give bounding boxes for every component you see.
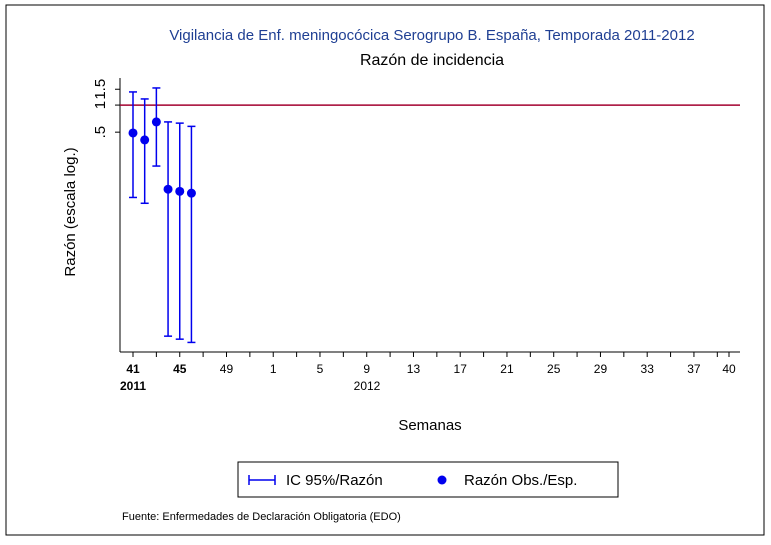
point bbox=[128, 128, 138, 138]
x-tick-label: 21 bbox=[500, 362, 514, 376]
error-bar bbox=[129, 91, 137, 199]
x-tick-label: 41 bbox=[126, 362, 140, 376]
x-tick-label: 1 bbox=[270, 362, 277, 376]
error-bar bbox=[175, 122, 184, 340]
x-tick-label: 40 bbox=[722, 362, 736, 376]
year-label: 2011 bbox=[120, 379, 146, 393]
point bbox=[175, 186, 185, 196]
x-tick-label: 37 bbox=[687, 362, 701, 376]
y-tick-label: 1 bbox=[92, 101, 109, 109]
point bbox=[163, 184, 173, 194]
source-note: Fuente: Enfermedades de Declaración Obli… bbox=[122, 511, 401, 523]
x-tick-label: 5 bbox=[317, 362, 324, 376]
y-axis-label: Razón (escala log.) bbox=[62, 147, 79, 276]
chart-title: Vigilancia de Enf. meningocócica Serogru… bbox=[169, 27, 694, 44]
error-bar bbox=[164, 121, 173, 337]
point bbox=[140, 135, 150, 145]
x-tick-label: 9 bbox=[363, 362, 370, 376]
x-tick-label: 17 bbox=[454, 362, 468, 376]
point bbox=[151, 117, 161, 127]
legend-label: Razón Obs./Esp. bbox=[464, 472, 577, 489]
x-axis-label: Semanas bbox=[398, 417, 461, 434]
x-tick-label: 13 bbox=[407, 362, 421, 376]
x-tick-label: 45 bbox=[173, 362, 187, 376]
year-label: 2012 bbox=[354, 379, 381, 393]
y-tick-label: 1.5 bbox=[92, 79, 109, 100]
x-tick-label: 25 bbox=[547, 362, 561, 376]
y-tick-label: .5 bbox=[92, 126, 109, 139]
point bbox=[186, 188, 196, 198]
legend bbox=[237, 461, 619, 498]
legend-label: IC 95%/Razón bbox=[286, 472, 383, 489]
chart-subtitle: Razón de incidencia bbox=[360, 52, 504, 69]
error-bar bbox=[140, 98, 149, 205]
error-bar bbox=[152, 87, 161, 167]
x-tick-label: 33 bbox=[641, 362, 655, 376]
error-bar bbox=[187, 125, 196, 344]
legend-swatch bbox=[437, 475, 447, 485]
x-tick-label: 49 bbox=[220, 362, 234, 376]
x-tick-label: 29 bbox=[594, 362, 608, 376]
